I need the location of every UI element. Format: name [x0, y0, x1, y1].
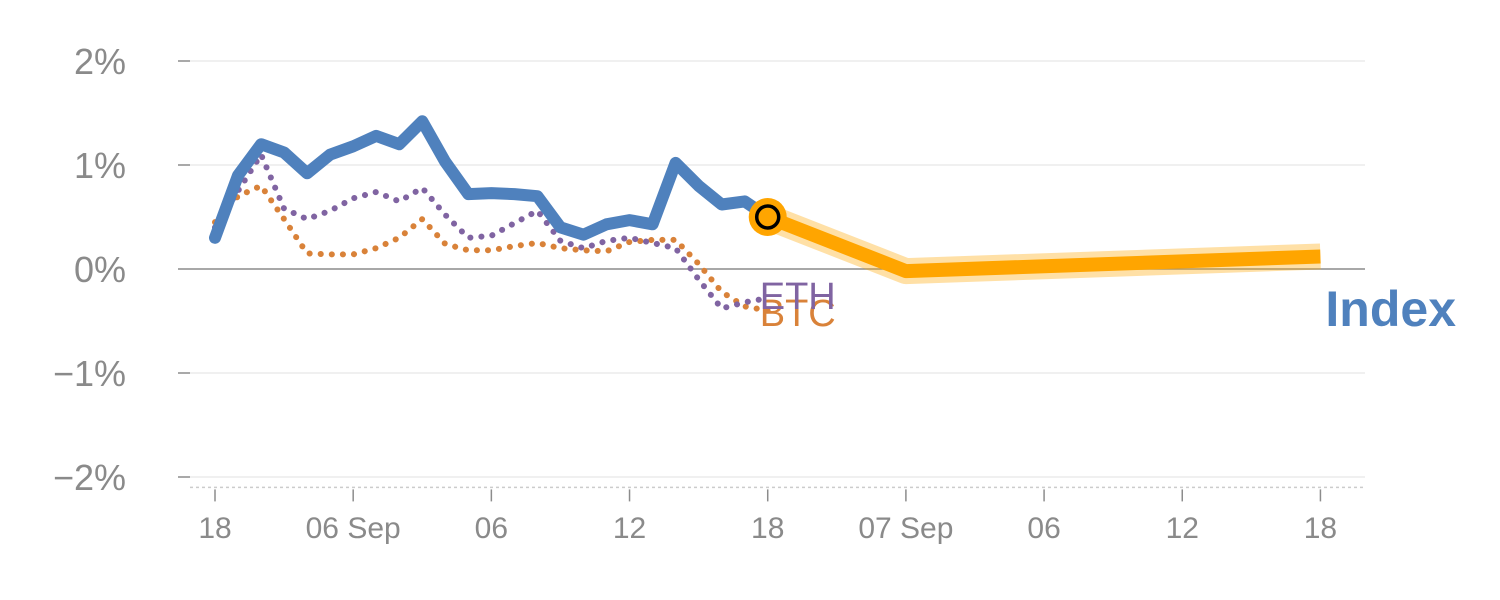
x-tick-label: 18: [1304, 512, 1337, 545]
current-point-marker: [754, 204, 781, 230]
x-tick-label: 06: [1027, 512, 1060, 545]
series-label-eth: ETH: [760, 276, 836, 318]
y-tick-label: 1%: [74, 145, 126, 186]
series-line-index: [209, 115, 774, 244]
forecast-line: [765, 210, 1321, 279]
y-tick-label: 0%: [74, 249, 126, 290]
series-line-btc: [212, 182, 771, 314]
x-tick-label: 18: [198, 512, 231, 545]
x-tick-label: 18: [751, 512, 784, 545]
y-tick-label: −1%: [53, 353, 126, 394]
x-tick-label: 07 Sep: [858, 512, 953, 545]
x-tick-label: 06: [475, 512, 508, 545]
x-tick-label: 12: [613, 512, 646, 545]
x-tick-label: 06 Sep: [306, 512, 401, 545]
y-tick-label: 2%: [74, 41, 126, 82]
series-line-eth: [212, 151, 771, 312]
series-label-btc: BTC: [760, 293, 836, 335]
series-label-index: Index: [1325, 281, 1456, 337]
x-tick-label: 12: [1166, 512, 1199, 545]
y-tick-label: −2%: [53, 457, 126, 498]
